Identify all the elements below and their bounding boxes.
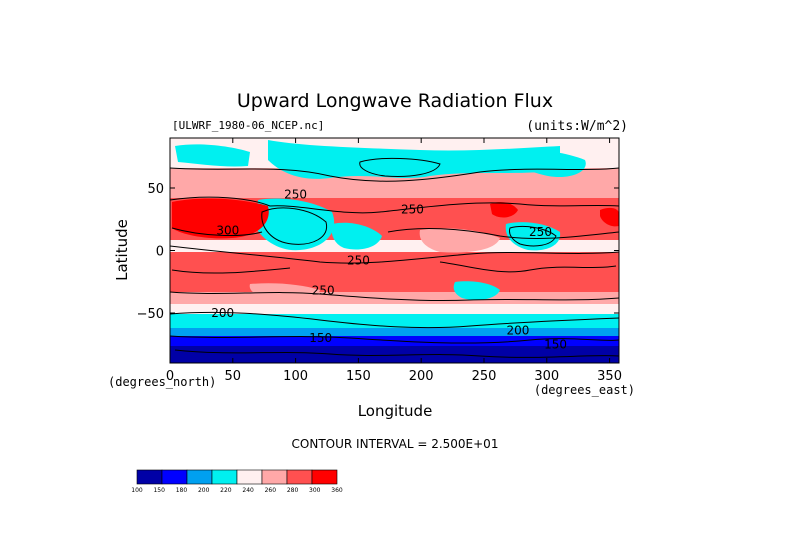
contour-interval-note: CONTOUR INTERVAL = 2.500E+01 bbox=[292, 437, 499, 451]
contour-ring-tibet bbox=[261, 207, 328, 245]
colorbar-level-label: 360 bbox=[331, 487, 343, 494]
x-unit-label: (degrees_east) bbox=[534, 383, 635, 397]
contour-labels: 250 250 300 250 250 250 200 200 150 150 bbox=[211, 187, 567, 351]
y-tick-label: 0 bbox=[156, 245, 164, 260]
contour-line-s1 bbox=[169, 291, 620, 302]
region-cool-south-atlantic bbox=[453, 281, 500, 300]
region-warm-south-indian bbox=[249, 283, 320, 301]
flux-field bbox=[170, 138, 619, 363]
colorbar-level-label: 180 bbox=[176, 487, 188, 494]
contour-line-s4 bbox=[174, 349, 620, 358]
contour-line-n2 bbox=[169, 196, 620, 214]
y-unit-label: (degrees_north) bbox=[108, 375, 216, 389]
contour-line-eq1 bbox=[169, 245, 620, 264]
region-cool-north-atlantic bbox=[175, 144, 250, 167]
contour-ring-amazon bbox=[509, 225, 557, 247]
contour-label: 250 bbox=[312, 284, 335, 298]
chart-title: Upward Longwave Radiation Flux bbox=[237, 90, 553, 112]
colorbar-level-label: 300 bbox=[309, 487, 321, 494]
region-hot-mexico bbox=[600, 207, 619, 227]
region-cool-arctic-amer bbox=[505, 149, 586, 178]
source-file-label: [ULWRF_1980-06_NCEP.nc] bbox=[172, 119, 324, 132]
x-tick-label: 350 bbox=[597, 369, 622, 384]
contour-label: 200 bbox=[506, 324, 529, 338]
band-antarctic-edge bbox=[170, 328, 619, 336]
colorbar-level-label: 240 bbox=[242, 487, 254, 494]
colorbar-swatch bbox=[186, 469, 213, 485]
colorbar-level-label: 200 bbox=[198, 487, 210, 494]
colorbar-level-label: 220 bbox=[220, 487, 232, 494]
band-antarctic-core bbox=[170, 346, 619, 363]
colorbar-level-label: 260 bbox=[265, 487, 277, 494]
colorbar-swatch bbox=[311, 469, 338, 485]
colorbar-swatch bbox=[211, 469, 238, 485]
contour-line-s2 bbox=[169, 311, 620, 329]
region-hot-arabia bbox=[490, 202, 518, 218]
x-tick-label: 100 bbox=[283, 369, 308, 384]
x-tick-label: 150 bbox=[346, 369, 371, 384]
y-tick-label: 50 bbox=[147, 182, 164, 197]
contour-label: 250 bbox=[401, 202, 424, 216]
region-warm-south-pacific bbox=[419, 228, 500, 253]
plot-area: 250 250 300 250 250 250 200 200 150 150 0 50 100 150… bbox=[137, 137, 622, 384]
contour-line-n1 bbox=[169, 167, 620, 182]
x-tick-label: 0 bbox=[166, 369, 174, 384]
contour-line-s3 bbox=[169, 335, 620, 344]
colorbar-level-label: 100 bbox=[131, 487, 143, 494]
x-axis-ticks: 0 50 100 150 200 250 300 350 bbox=[166, 138, 622, 384]
colorbar-swatch bbox=[136, 469, 163, 485]
contour-ring-north-asia bbox=[359, 157, 441, 177]
x-tick-label: 250 bbox=[472, 369, 497, 384]
contour-label: 200 bbox=[211, 306, 234, 320]
x-tick-label: 50 bbox=[225, 369, 242, 384]
colorbar-swatch bbox=[286, 469, 313, 485]
band-southern-ocean bbox=[170, 314, 619, 328]
region-hot-sahara bbox=[172, 198, 269, 239]
region-cool-west-pacific bbox=[331, 222, 382, 250]
region-cool-tibet bbox=[255, 198, 335, 251]
contour-label: 150 bbox=[309, 331, 332, 345]
contour-label: 250 bbox=[284, 187, 307, 201]
colorbar-level-label: 150 bbox=[153, 487, 165, 494]
colorbar-swatch bbox=[161, 469, 188, 485]
colorbar-level-label: 280 bbox=[287, 487, 299, 494]
contour-line-eq2 bbox=[171, 261, 617, 274]
y-axis-ticks: −50 0 50 bbox=[137, 182, 619, 322]
band-south-cool bbox=[170, 304, 619, 314]
units-label: (units:W/m^2) bbox=[526, 119, 628, 134]
y-tick-label: −50 bbox=[137, 307, 164, 322]
colorbar: 100 150 180 200 220 240 260 280 300 360 bbox=[131, 469, 343, 494]
x-tick-label: 200 bbox=[409, 369, 434, 384]
y-axis-title: Latitude bbox=[113, 219, 131, 281]
band-south-mid bbox=[170, 292, 619, 304]
contour-label: 300 bbox=[216, 224, 239, 238]
contour-line-n3 bbox=[171, 227, 620, 240]
contour-lines bbox=[169, 157, 620, 358]
contour-label: 250 bbox=[529, 225, 552, 239]
contour-label: 150 bbox=[544, 337, 567, 351]
contour-label: 250 bbox=[347, 254, 370, 268]
x-tick-label: 300 bbox=[534, 369, 559, 384]
colorbar-swatch bbox=[236, 469, 263, 485]
colorbar-swatch bbox=[261, 469, 288, 485]
x-axis-title: Longitude bbox=[358, 402, 433, 420]
